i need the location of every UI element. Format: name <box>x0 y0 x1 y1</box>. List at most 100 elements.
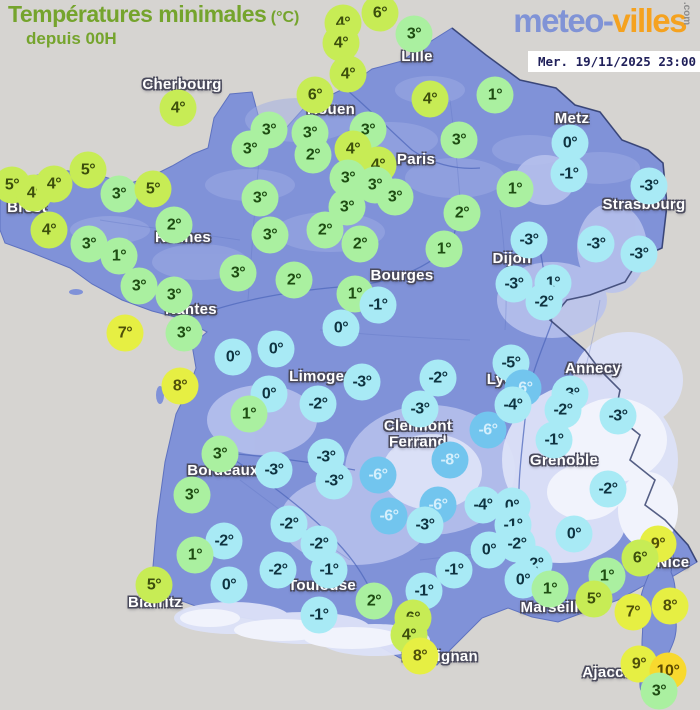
temp-bubble[interactable]: -6° <box>370 497 408 535</box>
temp-bubble[interactable]: 1° <box>476 76 514 114</box>
temp-bubble[interactable]: 3° <box>376 178 414 216</box>
city-label-cherbourg: Cherbourg <box>142 76 222 94</box>
temp-bubble[interactable]: -2° <box>259 551 297 589</box>
temp-bubble[interactable]: 3° <box>173 476 211 514</box>
datetime-bar: Mer. 19/11/2025 23:00 <box>527 51 700 72</box>
temp-bubble[interactable]: 1° <box>425 230 463 268</box>
temp-bubble[interactable]: 6° <box>621 539 659 577</box>
temp-bubble[interactable]: -3° <box>599 397 637 435</box>
temp-bubble[interactable]: 4° <box>30 211 68 249</box>
city-label-annecy: Annecy <box>565 360 621 378</box>
temp-bubble[interactable]: 8° <box>161 367 199 405</box>
temp-bubble[interactable]: 3° <box>165 314 203 352</box>
temp-bubble[interactable]: 0° <box>210 566 248 604</box>
temp-bubble[interactable]: -6° <box>359 456 397 494</box>
temp-bubble[interactable]: 4° <box>35 165 73 203</box>
national-border <box>451 27 698 563</box>
temp-bubble[interactable]: 1° <box>496 170 534 208</box>
temp-bubble[interactable]: 2° <box>355 582 393 620</box>
temp-bubble[interactable]: -1° <box>535 421 573 459</box>
temp-bubble[interactable]: 3° <box>120 267 158 305</box>
temp-bubble[interactable]: 3° <box>100 175 138 213</box>
temp-bubble[interactable]: -2° <box>525 283 563 321</box>
temp-bubble[interactable]: -1° <box>310 551 348 589</box>
temp-bubble[interactable]: 3° <box>201 435 239 473</box>
temp-bubble[interactable]: -3° <box>401 390 439 428</box>
site-logo-tld: .com <box>680 1 692 26</box>
temp-bubble[interactable]: 3° <box>640 672 678 710</box>
temp-bubble[interactable]: 2° <box>443 194 481 232</box>
temp-bubble[interactable]: -2° <box>544 391 582 429</box>
temp-bubble[interactable]: 6° <box>296 76 334 114</box>
temp-bubble[interactable]: -4° <box>494 386 532 424</box>
site-logo[interactable]: meteo-villes .com <box>513 2 692 40</box>
temp-bubble[interactable]: 0° <box>214 338 252 376</box>
temp-bubble[interactable]: 8° <box>401 637 439 675</box>
temp-bubble[interactable]: 3° <box>241 179 279 217</box>
temp-bubble[interactable]: 3° <box>155 276 193 314</box>
temp-bubble[interactable]: 4° <box>329 55 367 93</box>
temp-bubble[interactable]: -1° <box>300 596 338 634</box>
temp-bubble[interactable]: 4° <box>411 80 449 118</box>
temp-bubble[interactable]: 3° <box>251 216 289 254</box>
temp-bubble[interactable]: -3° <box>620 235 658 273</box>
city-label-paris: Paris <box>396 151 436 169</box>
site-logo-villes: villes <box>612 2 687 39</box>
terrain-snow <box>180 398 678 649</box>
temp-bubble[interactable]: -3° <box>255 451 293 489</box>
temp-bubble[interactable]: 0° <box>551 124 589 162</box>
temp-bubble[interactable]: 3° <box>219 254 257 292</box>
temp-bubble[interactable]: 2° <box>294 136 332 174</box>
temp-bubble[interactable]: 3° <box>440 121 478 159</box>
temp-bubble[interactable]: 7° <box>106 314 144 352</box>
temp-bubble[interactable]: 6° <box>361 0 399 32</box>
site-logo-meteo: meteo- <box>513 2 614 39</box>
temp-bubble[interactable]: 7° <box>614 593 652 631</box>
temp-bubble[interactable]: -2° <box>205 522 243 560</box>
city-label-marseille: Marseille <box>520 599 588 617</box>
temp-bubble[interactable]: 0° <box>322 309 360 347</box>
city-label-bourges: Bourges <box>370 267 434 285</box>
page-subtitle: depuis 00H <box>26 28 117 48</box>
temp-bubble[interactable]: 4° <box>159 89 197 127</box>
temp-bubble[interactable]: 3° <box>70 225 108 263</box>
temp-bubble[interactable]: 5° <box>134 170 172 208</box>
temp-bubble[interactable]: 1° <box>531 570 569 608</box>
temp-bubble[interactable]: -1° <box>359 286 397 324</box>
page-title-unit: (°C) <box>270 9 300 26</box>
temp-bubble[interactable]: 3° <box>395 15 433 53</box>
temp-bubble[interactable]: 3° <box>231 130 269 168</box>
temp-bubble[interactable]: -2° <box>419 359 457 397</box>
temp-bubble[interactable]: -1° <box>550 155 588 193</box>
temp-bubble[interactable]: 2° <box>306 211 344 249</box>
temp-bubble[interactable]: 1° <box>230 395 268 433</box>
temp-bubble[interactable]: -3° <box>577 225 615 263</box>
temp-bubble[interactable]: 0° <box>555 515 593 553</box>
temp-bubble[interactable]: 3° <box>250 111 288 149</box>
temp-bubble[interactable]: 2° <box>275 261 313 299</box>
temp-bubble[interactable]: 0° <box>257 330 295 368</box>
temp-bubble[interactable]: 5° <box>135 566 173 604</box>
page-title: Températures minimales <box>8 1 267 27</box>
datetime-value: Mer. 19/11/2025 23:00 <box>537 54 696 69</box>
temp-bubble[interactable]: -8° <box>431 441 469 479</box>
temp-bubble[interactable]: 2° <box>341 225 379 263</box>
temp-bubble[interactable]: -3° <box>343 363 381 401</box>
temp-bubble[interactable]: -3° <box>406 506 444 544</box>
temp-bubble[interactable]: -1° <box>435 551 473 589</box>
temp-bubble[interactable]: -3° <box>510 221 548 259</box>
temp-bubble[interactable]: -3° <box>630 167 668 205</box>
temp-bubble[interactable]: 5° <box>575 580 613 618</box>
temp-bubble[interactable]: 5° <box>69 151 107 189</box>
temp-bubble[interactable]: -2° <box>299 385 337 423</box>
temp-bubble[interactable]: 2° <box>155 206 193 244</box>
city-label-strasbourg: Strasbourg <box>602 196 686 214</box>
temp-bubble[interactable]: 8° <box>651 587 689 625</box>
island <box>69 289 83 295</box>
temp-bubble[interactable]: -2° <box>589 470 627 508</box>
temp-bubble[interactable]: 1° <box>176 536 214 574</box>
title-block: Températures minimales (°C) depuis 00H <box>8 2 299 48</box>
temp-bubble[interactable]: 4° <box>322 24 360 62</box>
temp-bubble[interactable]: -3° <box>315 462 353 500</box>
